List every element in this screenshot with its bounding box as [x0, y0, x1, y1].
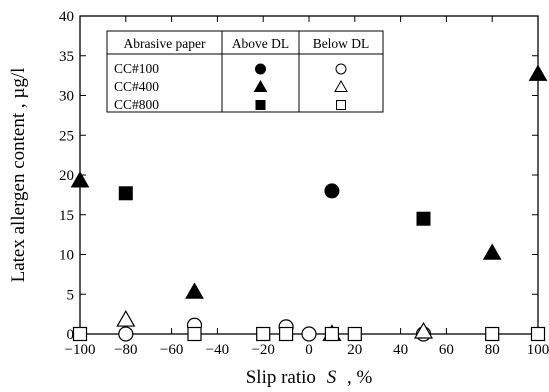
circle-filled-point: [324, 183, 340, 199]
circle-open-point: [118, 326, 134, 342]
legend-header-abrasive-paper: Abrasive paper: [123, 36, 206, 51]
y-tick-label: 5: [67, 287, 75, 303]
legend-marker-triangle-open: [334, 79, 348, 92]
square-open-point: [256, 326, 271, 342]
y-tick-label: 30: [59, 89, 74, 105]
square-open-point: [187, 326, 202, 342]
x-axis-label-suffix: , %: [347, 367, 373, 388]
data-points: [70, 64, 548, 342]
square-open-point: [279, 326, 294, 342]
legend-label-cc400: CC#400: [114, 79, 159, 94]
y-tick-label: 15: [59, 208, 74, 224]
x-tick-label: 100: [527, 342, 549, 358]
x-tick-label: −80: [114, 342, 137, 358]
legend-marker-square-open: [336, 100, 346, 110]
legend-header-below-dl: Below DL: [313, 36, 370, 51]
y-tick-label: 25: [59, 128, 74, 144]
y-tick-label: 35: [59, 49, 74, 65]
legend-header-above-dl: Above DL: [232, 36, 289, 51]
legend-label-cc100: CC#100: [114, 61, 159, 76]
x-tick-label: −100: [65, 342, 96, 358]
x-tick-label: 80: [485, 342, 500, 358]
y-tick-label: 10: [59, 248, 74, 264]
y-tick-label: 40: [59, 9, 74, 25]
x-tick-label: 0: [305, 342, 313, 358]
legend-marker-circle-filled: [255, 63, 266, 75]
legend-marker-triangle-filled: [253, 79, 268, 92]
x-axis-label-variable: S: [327, 367, 337, 388]
legend-label-cc800: CC#800: [114, 97, 159, 112]
legend-marker-square-filled: [255, 100, 266, 110]
y-tick-label: 0: [67, 327, 75, 343]
x-tick-label: 20: [347, 342, 362, 358]
square-open-point: [530, 326, 546, 342]
x-axis-label-prefix: Slip ratio: [246, 367, 316, 388]
square-open-point: [485, 326, 500, 342]
y-tick-label: 20: [59, 168, 74, 184]
square-filled-point: [118, 186, 133, 201]
y-axis-label: Latex allergen content , µg/l: [8, 68, 29, 283]
square-open-point: [347, 326, 362, 342]
legend-marker-circle-open: [335, 63, 347, 75]
legend: Abrasive paper Above DL Below DL CC#100 …: [106, 30, 384, 113]
square-open-point: [324, 326, 339, 342]
triangle-filled-point: [70, 171, 90, 188]
x-axis-label: Slip ratio S , %: [246, 367, 373, 388]
triangle-filled-point: [185, 282, 204, 299]
triangle-filled-point: [482, 243, 502, 260]
triangle-open-point: [413, 321, 434, 339]
x-tick-label: 60: [439, 342, 454, 358]
x-tick-label: −60: [160, 342, 183, 358]
square-filled-point: [416, 211, 431, 226]
triangle-open-point: [116, 309, 136, 327]
circle-open-point: [301, 326, 317, 342]
x-tick-label: −40: [206, 342, 229, 358]
legend-markers: [253, 63, 348, 110]
x-tick-label: −20: [251, 342, 274, 358]
triangle-filled-point: [528, 64, 548, 81]
square-open-point: [72, 326, 88, 342]
x-tick-label: 40: [393, 342, 408, 358]
